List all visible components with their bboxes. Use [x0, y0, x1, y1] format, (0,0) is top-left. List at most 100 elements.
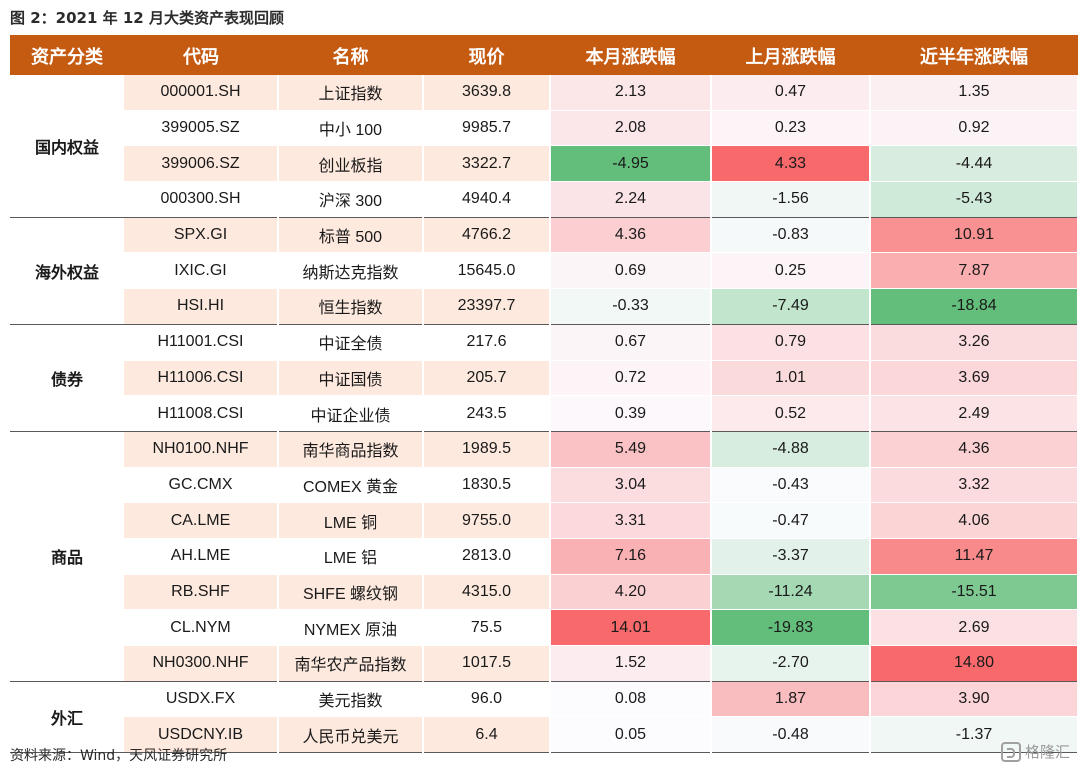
- price-cell: 4940.4: [423, 181, 551, 218]
- prev-month-change-cell: -2.70: [711, 645, 871, 682]
- name-cell: 创业板指: [278, 145, 424, 183]
- month-change-cell: 1.52: [550, 645, 712, 682]
- half-year-change-cell: 4.06: [870, 502, 1079, 539]
- prev-month-change-cell: 0.79: [711, 324, 871, 361]
- half-year-change-cell: -15.51: [870, 574, 1079, 611]
- header-name: 名称: [278, 37, 423, 75]
- name-cell: LME 铝: [278, 538, 424, 575]
- month-change-cell: 7.16: [550, 538, 712, 575]
- half-year-change-cell: 14.80: [870, 645, 1079, 682]
- table-header-row: 资产分类 代码 名称 现价 本月涨跌幅 上月涨跌幅 近半年涨跌幅: [10, 37, 1078, 75]
- watermark: 格隆汇: [1000, 741, 1070, 762]
- watermark-text: 格隆汇: [1024, 743, 1070, 761]
- table-row: 外汇 USDX.FX 美元指数 96.0 0.08 1.87 3.90: [10, 681, 1079, 754]
- code-cell: 000300.SH: [124, 181, 279, 218]
- name-cell: NYMEX 原油: [278, 609, 424, 646]
- prev-month-change-cell: -3.37: [711, 538, 871, 575]
- price-cell: 9985.7: [423, 110, 551, 147]
- code-cell: 399005.SZ: [124, 110, 279, 147]
- prev-month-change-cell: -0.48: [711, 716, 871, 754]
- table-row: 债券 H11001.CSI 中证全债 217.6 0.67 0.79 3.26: [10, 324, 1079, 432]
- price-cell: 1989.5: [423, 431, 551, 468]
- half-year-change-cell: -1.37: [870, 716, 1079, 754]
- name-cell: 人民币兑美元: [278, 716, 424, 754]
- header-half-year-change: 近半年涨跌幅: [870, 37, 1078, 75]
- prev-month-change-cell: -19.83: [711, 609, 871, 646]
- price-cell: 3639.8: [423, 75, 551, 111]
- table-row: USDCNY.IB 人民币兑美元 6.4 0.05 -0.48 -1.37: [10, 716, 1079, 754]
- name-cell: 恒生指数: [278, 288, 424, 325]
- table-row: 399006.SZ 创业板指 3322.7 -4.95 4.33 -4.44: [10, 145, 1079, 183]
- month-change-cell: 0.69: [550, 252, 712, 290]
- code-cell: IXIC.GI: [124, 252, 279, 290]
- table-row: 000300.SH 沪深 300 4940.4 2.24 -1.56 -5.43: [10, 181, 1079, 218]
- name-cell: 沪深 300: [278, 181, 424, 218]
- table-row: GC.CMX COMEX 黄金 1830.5 3.04 -0.43 3.32: [10, 467, 1079, 504]
- code-cell: NH0300.NHF: [124, 645, 279, 682]
- name-cell: 南华农产品指数: [278, 645, 424, 682]
- month-change-cell: 0.72: [550, 360, 712, 397]
- name-cell: 中小 100: [278, 110, 424, 147]
- half-year-change-cell: 10.91: [870, 217, 1079, 254]
- half-year-change-cell: 2.69: [870, 609, 1079, 646]
- half-year-change-cell: 3.32: [870, 467, 1079, 504]
- half-year-change-cell: -4.44: [870, 145, 1079, 183]
- month-change-cell: -0.33: [550, 288, 712, 325]
- table-row: H11006.CSI 中证国债 205.7 0.72 1.01 3.69: [10, 360, 1079, 397]
- name-cell: 中证国债: [278, 360, 424, 397]
- category-cell: 外汇: [10, 681, 124, 754]
- half-year-change-cell: 4.36: [870, 431, 1079, 468]
- half-year-change-cell: 7.87: [870, 252, 1079, 290]
- price-cell: 23397.7: [423, 288, 551, 325]
- code-cell: SPX.GI: [124, 217, 279, 254]
- price-cell: 3322.7: [423, 145, 551, 183]
- month-change-cell: 0.05: [550, 716, 712, 754]
- table-body: 国内权益 000001.SH 上证指数 3639.8 2.13 0.47 1.35 39900…: [10, 75, 1079, 754]
- name-cell: 美元指数: [278, 681, 424, 718]
- prev-month-change-cell: 0.47: [711, 75, 871, 111]
- code-cell: AH.LME: [124, 538, 279, 575]
- price-cell: 15645.0: [423, 252, 551, 290]
- table-row: H11008.CSI 中证企业债 243.5 0.39 0.52 2.49: [10, 395, 1079, 432]
- prev-month-change-cell: 1.01: [711, 360, 871, 397]
- prev-month-change-cell: 1.87: [711, 681, 871, 718]
- category-cell: 债券: [10, 324, 124, 432]
- category-cell: 国内权益: [10, 75, 124, 218]
- table-row: 海外权益 SPX.GI 标普 500 4766.2 4.36 -0.83 10.91: [10, 217, 1079, 325]
- code-cell: CL.NYM: [124, 609, 279, 646]
- half-year-change-cell: -18.84: [870, 288, 1079, 325]
- month-change-cell: -4.95: [550, 145, 712, 183]
- table-row: 商品 NH0100.NHF 南华商品指数 1989.5 5.49 -4.88 4.36: [10, 431, 1079, 682]
- table-row: NH0300.NHF 南华农产品指数 1017.5 1.52 -2.70 14.80: [10, 645, 1079, 682]
- header-category: 资产分类: [10, 37, 124, 75]
- prev-month-change-cell: -0.43: [711, 467, 871, 504]
- month-change-cell: 3.04: [550, 467, 712, 504]
- code-cell: H11006.CSI: [124, 360, 279, 397]
- prev-month-change-cell: -0.47: [711, 502, 871, 539]
- month-change-cell: 2.24: [550, 181, 712, 218]
- half-year-change-cell: 2.49: [870, 395, 1079, 432]
- price-cell: 217.6: [423, 324, 551, 361]
- month-change-cell: 14.01: [550, 609, 712, 646]
- name-cell: 标普 500: [278, 217, 424, 254]
- source-note: 资料来源：Wind，天风证券研究所: [10, 748, 228, 764]
- figure-title: 图 2：2021 年 12 月大类资产表现回顾: [10, 9, 284, 27]
- header-prev-month-change: 上月涨跌幅: [711, 37, 870, 75]
- price-cell: 243.5: [423, 395, 551, 432]
- code-cell: H11001.CSI: [124, 324, 279, 361]
- prev-month-change-cell: -7.49: [711, 288, 871, 325]
- month-change-cell: 0.08: [550, 681, 712, 718]
- prev-month-change-cell: 0.23: [711, 110, 871, 147]
- price-cell: 6.4: [423, 716, 551, 754]
- price-cell: 1017.5: [423, 645, 551, 682]
- code-cell: 000001.SH: [124, 75, 279, 111]
- price-cell: 4315.0: [423, 574, 551, 611]
- name-cell: 中证全债: [278, 324, 424, 361]
- month-change-cell: 4.36: [550, 217, 712, 254]
- code-cell: HSI.HI: [124, 288, 279, 325]
- month-change-cell: 4.20: [550, 574, 712, 611]
- table-row: 国内权益 000001.SH 上证指数 3639.8 2.13 0.47 1.35: [10, 75, 1079, 218]
- name-cell: LME 铜: [278, 502, 424, 539]
- code-cell: CA.LME: [124, 502, 279, 539]
- name-cell: COMEX 黄金: [278, 467, 424, 504]
